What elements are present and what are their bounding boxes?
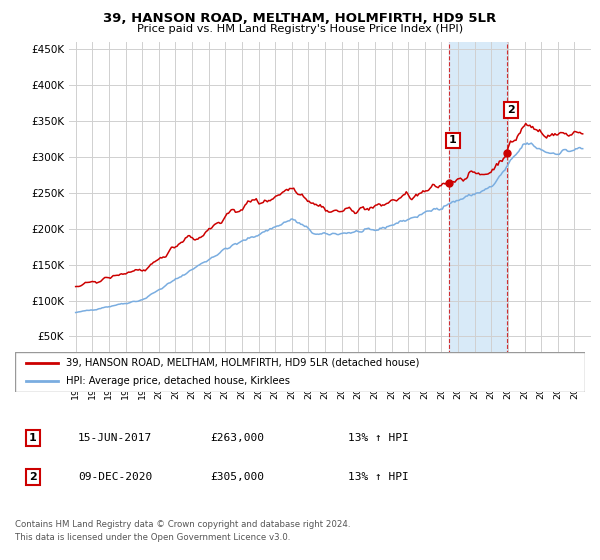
Text: HPI: Average price, detached house, Kirklees: HPI: Average price, detached house, Kirk… <box>66 376 290 386</box>
Text: Contains HM Land Registry data © Crown copyright and database right 2024.: Contains HM Land Registry data © Crown c… <box>15 520 350 529</box>
Text: 2: 2 <box>507 105 515 115</box>
Text: 09-DEC-2020: 09-DEC-2020 <box>78 472 152 482</box>
Text: 13% ↑ HPI: 13% ↑ HPI <box>348 433 409 443</box>
Text: 39, HANSON ROAD, MELTHAM, HOLMFIRTH, HD9 5LR (detached house): 39, HANSON ROAD, MELTHAM, HOLMFIRTH, HD9… <box>66 358 419 368</box>
Text: 1: 1 <box>29 433 37 443</box>
Text: This data is licensed under the Open Government Licence v3.0.: This data is licensed under the Open Gov… <box>15 533 290 542</box>
FancyBboxPatch shape <box>15 352 585 392</box>
Text: 39, HANSON ROAD, MELTHAM, HOLMFIRTH, HD9 5LR: 39, HANSON ROAD, MELTHAM, HOLMFIRTH, HD9… <box>103 12 497 25</box>
Text: Price paid vs. HM Land Registry's House Price Index (HPI): Price paid vs. HM Land Registry's House … <box>137 24 463 34</box>
Bar <box>449 42 507 372</box>
Text: 13% ↑ HPI: 13% ↑ HPI <box>348 472 409 482</box>
Text: 2: 2 <box>29 472 37 482</box>
Text: 15-JUN-2017: 15-JUN-2017 <box>78 433 152 443</box>
Text: £263,000: £263,000 <box>210 433 264 443</box>
Text: £305,000: £305,000 <box>210 472 264 482</box>
Text: 1: 1 <box>449 136 457 146</box>
